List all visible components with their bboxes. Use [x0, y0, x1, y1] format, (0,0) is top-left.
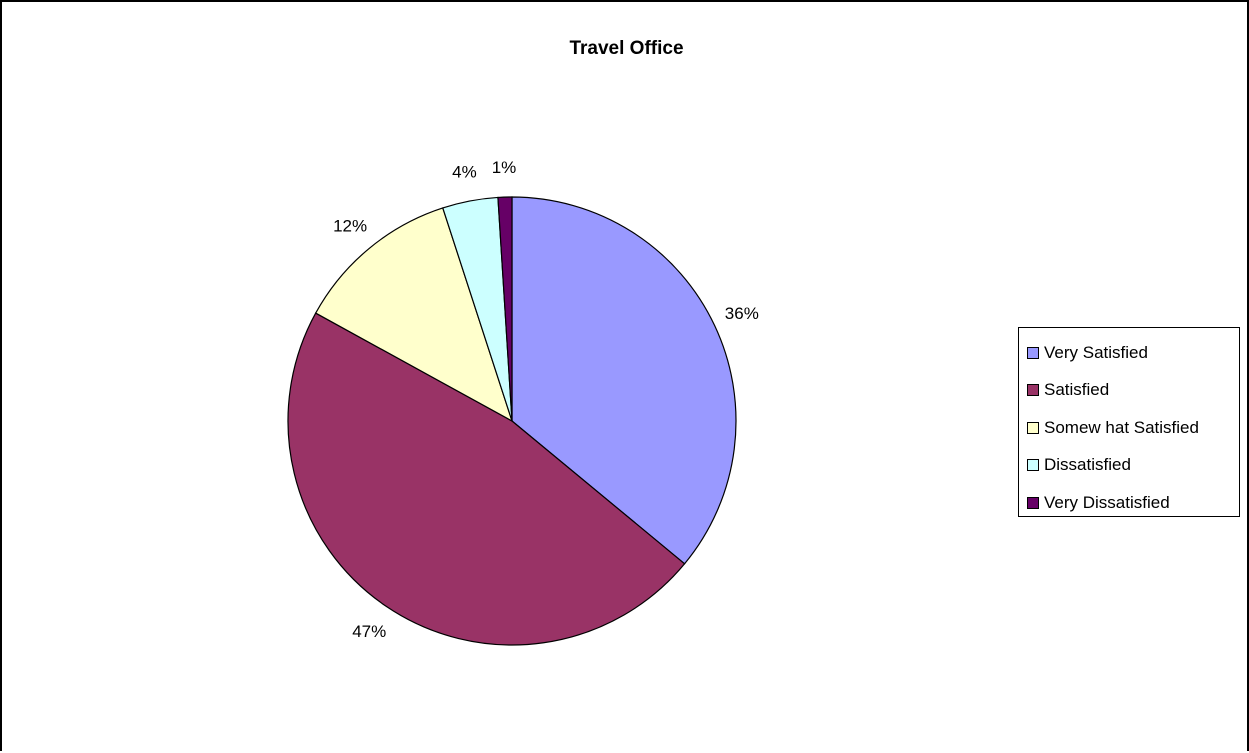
legend-swatch: [1027, 347, 1039, 359]
data-label: 4%: [452, 162, 477, 181]
legend-label: Very Dissatisfied: [1044, 493, 1170, 513]
data-label: 12%: [333, 216, 367, 235]
legend-swatch: [1027, 497, 1039, 509]
legend-label: Satisfied: [1044, 380, 1109, 400]
legend-item: Very Dissatisfied: [1027, 484, 1239, 522]
legend-label: Very Satisfied: [1044, 343, 1148, 363]
data-label: 1%: [492, 158, 517, 177]
legend-item: Dissatisfied: [1027, 447, 1239, 485]
legend-label: Dissatisfied: [1044, 455, 1131, 475]
legend: Very Satisfied Satisfied Somew hat Satisfi…: [1018, 327, 1240, 517]
legend-swatch: [1027, 422, 1039, 434]
legend-item: Satisfied: [1027, 372, 1239, 410]
data-label: 36%: [725, 304, 759, 323]
legend-item: Somew hat Satisfied: [1027, 409, 1239, 447]
legend-swatch: [1027, 459, 1039, 471]
data-label: 47%: [352, 622, 386, 641]
legend-swatch: [1027, 384, 1039, 396]
legend-label: Somew hat Satisfied: [1044, 418, 1199, 438]
legend-item: Very Satisfied: [1027, 334, 1239, 372]
